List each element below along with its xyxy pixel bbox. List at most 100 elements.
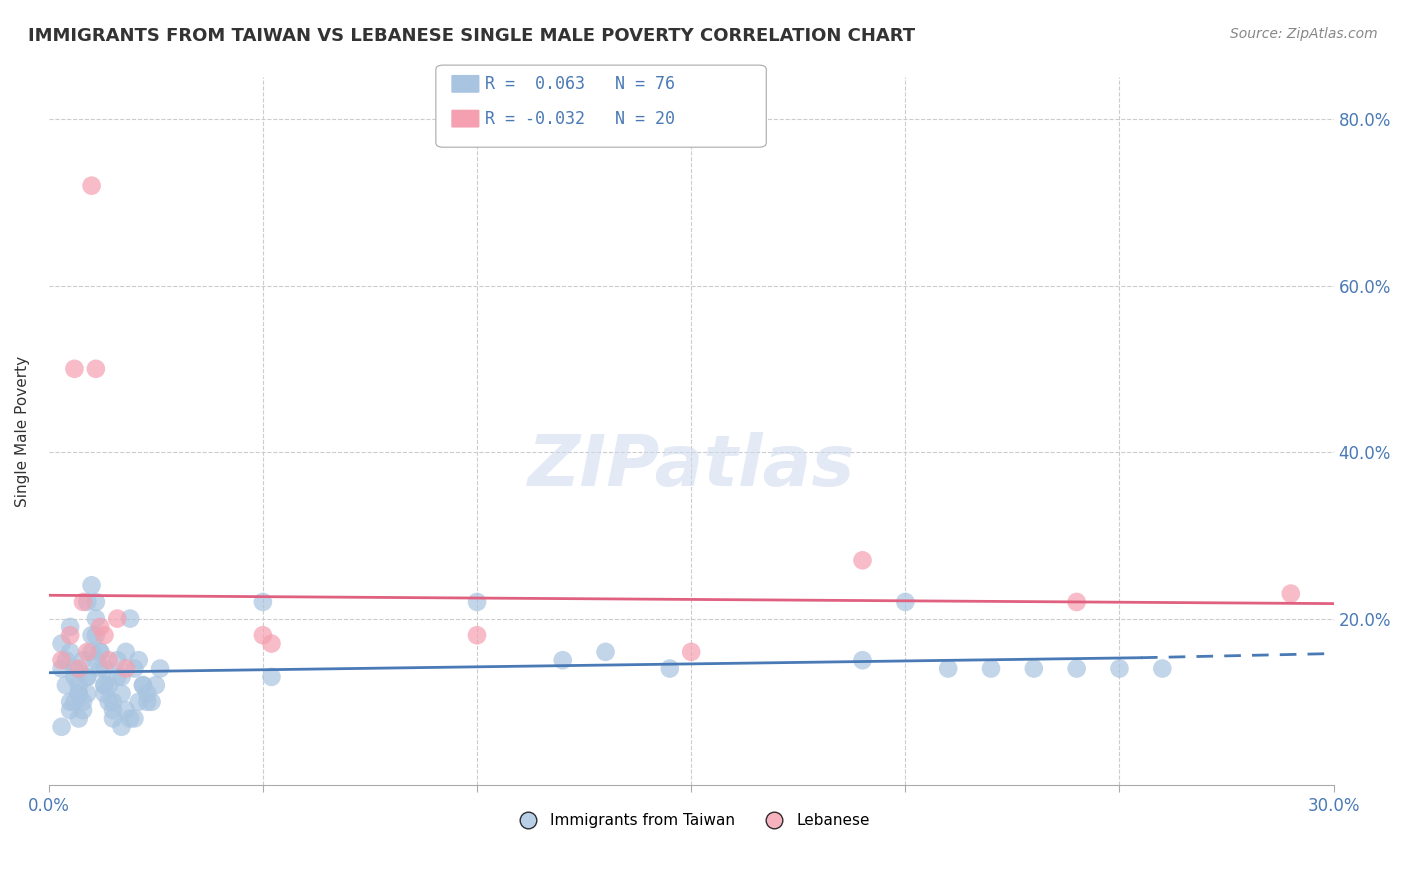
Point <box>89 620 111 634</box>
Point <box>115 661 138 675</box>
Point <box>120 711 142 725</box>
Text: R = -0.032   N = 20: R = -0.032 N = 20 <box>485 110 675 128</box>
Point <box>63 661 86 675</box>
Point <box>89 645 111 659</box>
Point <box>551 653 574 667</box>
Point <box>80 178 103 193</box>
Point <box>84 653 107 667</box>
Point <box>63 670 86 684</box>
Point <box>59 645 82 659</box>
Legend: Immigrants from Taiwan, Lebanese: Immigrants from Taiwan, Lebanese <box>506 807 876 834</box>
Point <box>136 686 159 700</box>
Text: Source: ZipAtlas.com: Source: ZipAtlas.com <box>1230 27 1378 41</box>
Point <box>658 661 681 675</box>
Point <box>89 661 111 675</box>
Point <box>145 678 167 692</box>
Point <box>101 695 124 709</box>
Point <box>110 686 132 700</box>
Point <box>80 578 103 592</box>
Point <box>260 636 283 650</box>
Point <box>97 678 120 692</box>
Point <box>132 678 155 692</box>
Point <box>136 695 159 709</box>
Text: R =  0.063   N = 76: R = 0.063 N = 76 <box>485 75 675 93</box>
Point <box>80 628 103 642</box>
Point <box>101 711 124 725</box>
Point <box>72 695 94 709</box>
Point <box>67 686 90 700</box>
Point <box>84 595 107 609</box>
Point <box>51 720 73 734</box>
Point <box>1152 661 1174 675</box>
Point <box>115 645 138 659</box>
Point <box>124 661 146 675</box>
Point <box>120 611 142 625</box>
Point <box>110 670 132 684</box>
Point <box>141 695 163 709</box>
Point <box>51 636 73 650</box>
Text: ZIPatlas: ZIPatlas <box>527 432 855 501</box>
Point <box>128 653 150 667</box>
Point <box>67 711 90 725</box>
Point <box>149 661 172 675</box>
Point <box>936 661 959 675</box>
Point <box>59 628 82 642</box>
Point <box>851 653 873 667</box>
Point <box>110 720 132 734</box>
Point <box>76 670 98 684</box>
Point <box>51 653 73 667</box>
Point <box>84 611 107 625</box>
Point <box>89 645 111 659</box>
Point <box>1066 661 1088 675</box>
Point <box>681 645 703 659</box>
Point <box>260 670 283 684</box>
Point <box>72 653 94 667</box>
Point <box>93 686 115 700</box>
Point <box>93 678 115 692</box>
Point <box>101 703 124 717</box>
Point <box>1279 586 1302 600</box>
Point <box>72 595 94 609</box>
Point <box>105 611 128 625</box>
Point <box>1066 595 1088 609</box>
Point <box>1022 661 1045 675</box>
Point <box>55 678 77 692</box>
Point <box>63 695 86 709</box>
Point <box>55 653 77 667</box>
Point <box>67 678 90 692</box>
Point <box>59 703 82 717</box>
Point <box>72 703 94 717</box>
Point <box>67 661 90 675</box>
Point <box>132 678 155 692</box>
Point <box>980 661 1002 675</box>
Point <box>76 645 98 659</box>
Point <box>97 653 120 667</box>
Point <box>76 670 98 684</box>
Point <box>76 686 98 700</box>
Point <box>59 695 82 709</box>
Text: IMMIGRANTS FROM TAIWAN VS LEBANESE SINGLE MALE POVERTY CORRELATION CHART: IMMIGRANTS FROM TAIWAN VS LEBANESE SINGL… <box>28 27 915 45</box>
Point <box>894 595 917 609</box>
Point <box>93 628 115 642</box>
Point <box>1108 661 1130 675</box>
Point <box>105 653 128 667</box>
Point <box>84 628 107 642</box>
Point <box>124 711 146 725</box>
Point <box>51 661 73 675</box>
Point <box>115 703 138 717</box>
Point <box>252 628 274 642</box>
Point <box>105 670 128 684</box>
Point <box>465 595 488 609</box>
Point <box>80 645 103 659</box>
Point <box>93 661 115 675</box>
Point <box>851 553 873 567</box>
Point <box>595 645 617 659</box>
Point <box>67 686 90 700</box>
Point <box>128 695 150 709</box>
Point <box>465 628 488 642</box>
Point <box>93 678 115 692</box>
Point <box>59 620 82 634</box>
Point <box>76 595 98 609</box>
Point <box>84 361 107 376</box>
Point <box>63 361 86 376</box>
